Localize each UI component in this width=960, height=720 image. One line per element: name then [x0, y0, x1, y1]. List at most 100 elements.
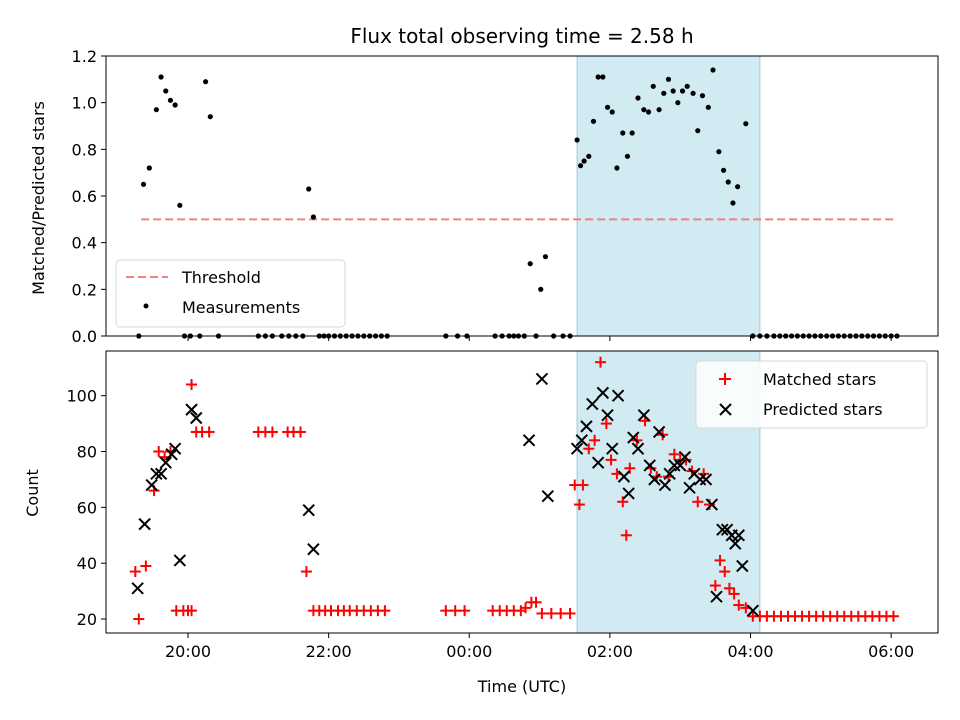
- predicted-point: [131, 582, 144, 595]
- bottom-axes: Count Time (UTC) 20 40 60 80 100 20:00 22:00 0…: [23, 350, 939, 696]
- measurement-point: [146, 165, 152, 171]
- matched-point: [536, 607, 548, 619]
- x-tick-label: 22:00: [306, 642, 352, 661]
- legend-measurements-swatch: [143, 303, 149, 309]
- predicted-point: [627, 431, 640, 444]
- matched-point: [133, 613, 145, 625]
- legend: Matched stars Predicted stars: [695, 360, 928, 429]
- observing-window-band: [576, 55, 761, 337]
- predicted-point: [190, 411, 203, 425]
- matched-point: [589, 434, 601, 446]
- predicted-point: [658, 478, 672, 492]
- y-tick-label: 0.8: [72, 140, 97, 159]
- matched-point: [564, 607, 576, 619]
- predicted-point: [693, 473, 707, 486]
- measurement-point: [716, 149, 722, 155]
- matched-point: [573, 499, 585, 511]
- measurement-point: [172, 102, 178, 108]
- y-tick-label: 1.0: [72, 94, 97, 113]
- matched-point: [605, 454, 617, 466]
- measurement-point: [538, 286, 544, 292]
- y-tick-label: 1.2: [72, 47, 97, 66]
- measurement-point: [650, 83, 656, 89]
- measurement-point: [577, 163, 584, 169]
- matched-point: [728, 588, 740, 600]
- predicted-point: [637, 409, 651, 422]
- measurement-point: [153, 107, 159, 113]
- measurement-point: [670, 88, 676, 94]
- y-tick-label: 40: [77, 554, 97, 573]
- y-axis-label: Count: [23, 469, 42, 517]
- measurement-point: [624, 153, 631, 159]
- matched-point: [186, 379, 198, 391]
- measurement-point: [705, 104, 711, 110]
- x-tick-label: 04:00: [727, 642, 773, 661]
- matched-point: [440, 605, 452, 617]
- predicted-point: [678, 450, 692, 464]
- predicted-point: [732, 529, 745, 542]
- matched-point: [266, 426, 278, 438]
- measurement-point: [609, 109, 615, 115]
- measurement-point: [306, 186, 312, 192]
- measurement-point: [620, 130, 626, 136]
- measurement-point: [595, 74, 601, 80]
- predicted-point: [648, 473, 661, 486]
- matched-point: [203, 426, 215, 438]
- measurement-point: [207, 114, 213, 120]
- x-ticks: 20:00 22:00 00:00 02:00 04:00 06:00: [165, 633, 914, 661]
- y-tick-label: 0.0: [72, 327, 97, 346]
- measurement-point: [604, 104, 611, 110]
- predicted-point: [168, 442, 182, 455]
- measurement-point: [140, 181, 147, 187]
- matched-point: [733, 599, 745, 611]
- measurement-point: [203, 79, 209, 85]
- matched-point: [449, 605, 461, 617]
- matched-point: [520, 602, 532, 614]
- predicted-point: [307, 543, 320, 556]
- matched-point: [692, 496, 704, 508]
- y-tick-label: 0.4: [72, 234, 97, 253]
- predicted-point: [611, 389, 625, 402]
- predicted-point: [302, 503, 315, 517]
- measurement-point: [614, 165, 620, 171]
- legend-box: [115, 259, 346, 328]
- predicted-point: [580, 420, 593, 433]
- y-ticks: 20 40 60 80 100: [66, 387, 106, 629]
- predicted-point: [736, 559, 749, 573]
- y-tick-label: 20: [77, 610, 97, 629]
- measurement-point: [542, 254, 549, 260]
- y-tick-label: 60: [77, 498, 97, 517]
- measurement-point: [675, 100, 681, 106]
- predicted-point: [145, 478, 158, 492]
- legend: Threshold Measurements: [115, 259, 346, 328]
- predicted-point: [185, 403, 198, 416]
- x-tick-label: 02:00: [587, 642, 633, 661]
- top-axes: Flux total observing time = 2.58 h Match…: [29, 24, 939, 346]
- predicted-point: [643, 459, 656, 472]
- measurement-point: [163, 88, 169, 94]
- predicted-point: [570, 442, 584, 455]
- predicted-point: [591, 456, 605, 469]
- predicted-point: [575, 434, 588, 447]
- y-ticks: 0.0 0.2 0.4 0.6 0.8 1.0 1.2: [72, 47, 106, 346]
- matched-point: [723, 582, 735, 594]
- matched-point: [600, 418, 612, 430]
- matched-point: [577, 479, 589, 491]
- matched-point: [300, 566, 312, 578]
- predicted-point: [699, 473, 713, 486]
- predicted-point: [159, 456, 172, 469]
- measurement-point: [590, 118, 597, 124]
- predicted-point: [596, 386, 610, 400]
- matched-point: [295, 426, 307, 438]
- predicted-point: [673, 459, 687, 472]
- measurement-point: [684, 83, 690, 89]
- measurement-point: [735, 184, 741, 190]
- measurement-point: [720, 167, 727, 173]
- predicted-point: [652, 425, 666, 439]
- matched-point: [379, 605, 391, 617]
- measurement-point: [665, 76, 672, 82]
- y-tick-label: 0.2: [72, 280, 97, 299]
- matched-point: [887, 610, 899, 622]
- matched-point: [719, 566, 731, 578]
- predicted-point: [150, 467, 163, 481]
